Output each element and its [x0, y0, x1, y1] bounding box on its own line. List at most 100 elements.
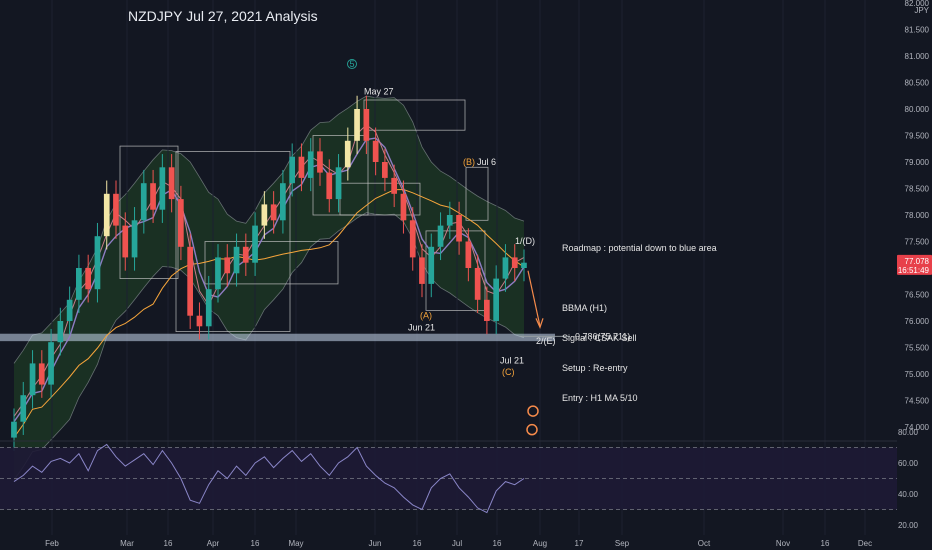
- price-tick-label: 75.500: [905, 344, 930, 353]
- candle-body: [168, 167, 175, 200]
- may27-label: May 27: [364, 87, 394, 97]
- waveC-label: (C): [502, 367, 515, 377]
- candle-body: [400, 193, 407, 221]
- rsi-tick-label: 20.00: [898, 521, 919, 530]
- candle-body: [493, 278, 499, 321]
- time-tick-label: 16: [164, 539, 173, 548]
- candle-body: [307, 151, 314, 178]
- price-badge-bg: [897, 254, 932, 275]
- time-tick-label: Nov: [776, 539, 790, 548]
- wave5-label: 5: [350, 59, 355, 69]
- note-line: Signal : CSAK Sell: [562, 333, 637, 343]
- candle-body: [48, 342, 54, 385]
- candle-body: [233, 246, 240, 274]
- candle-body: [38, 363, 45, 385]
- jul6-label: Jul 6: [477, 157, 496, 167]
- candle-body: [57, 321, 64, 343]
- price-tick-label: 80.500: [905, 79, 930, 88]
- event-icon: [526, 423, 538, 436]
- price-tick-label: 79.000: [905, 158, 930, 167]
- candle-body: [196, 315, 203, 327]
- fib-label: 0.786(75.711): [575, 331, 630, 341]
- time-tick-label: 16: [821, 539, 830, 548]
- range-box: [465, 166, 489, 221]
- time-tick-label: Aug: [533, 539, 547, 548]
- price-tick-label: 80.000: [905, 105, 930, 114]
- candle-body: [363, 109, 370, 141]
- time-axis: Feb Mar 16 Apr 16 May Jun 16 Jul 16 Aug 17 Sep Oct Nov…: [45, 539, 872, 548]
- candle-body: [242, 246, 249, 263]
- waveA-label: (A): [420, 310, 432, 320]
- candle-body: [502, 257, 509, 279]
- price-tick-label: 79.500: [905, 132, 930, 141]
- time-tick-label: Oct: [698, 539, 711, 548]
- rsi-panel: [0, 440, 897, 514]
- price-tick-label: 74.000: [905, 423, 930, 432]
- time-tick-label: 16: [493, 539, 502, 548]
- note-line: Roadmap : potential down to blue area: [562, 243, 717, 253]
- candle-body: [372, 140, 379, 162]
- candle-body: [29, 363, 36, 396]
- candle-body: [344, 140, 351, 168]
- candles: [11, 95, 544, 451]
- candle-body: [85, 268, 91, 290]
- jul21-label: Jul 21: [500, 355, 524, 365]
- candle-body: [113, 193, 119, 226]
- candle-body: [140, 183, 147, 221]
- roadmap-note: Roadmap : potential down to blue area BB…: [562, 223, 717, 413]
- candle-body: [298, 156, 305, 178]
- candle-body: [521, 262, 527, 268]
- grid-lines: [51, 0, 866, 535]
- candle-body: [335, 167, 342, 200]
- time-tick-label: May: [288, 539, 303, 548]
- candle-body: [456, 215, 462, 242]
- price-tick-label: 74.500: [905, 397, 930, 406]
- candle-body: [150, 183, 156, 210]
- candle-body: [11, 421, 17, 438]
- price-tick-label: 81.000: [905, 52, 930, 61]
- candle-body: [437, 225, 444, 247]
- candle-body: [484, 299, 490, 321]
- candle-body: [215, 257, 221, 290]
- candle-body: [205, 289, 212, 327]
- price-badge-countdown: 16:51:49: [898, 266, 930, 275]
- event-icon: [527, 405, 539, 417]
- candle-body: [419, 257, 425, 284]
- rsi-line: [13, 443, 525, 514]
- candle-body: [511, 257, 518, 268]
- time-tick-label: 17: [575, 539, 584, 548]
- time-tick-label: Feb: [45, 539, 59, 548]
- price-tick-label: 78.500: [905, 185, 930, 194]
- price-tick-label: 76.500: [905, 291, 930, 300]
- candle-body: [354, 109, 360, 141]
- price-tick-label: 81.500: [905, 26, 930, 35]
- candle-body: [187, 246, 193, 316]
- band-lower-line: [13, 212, 525, 481]
- price-tick-label: 77.500: [905, 238, 930, 247]
- note-line: Entry : H1 MA 5/10: [562, 393, 638, 403]
- range-box: [425, 230, 486, 311]
- price-tick-label: 78.000: [905, 211, 930, 220]
- note-line: Setup : Re-entry: [562, 363, 628, 373]
- candle-body: [122, 225, 129, 258]
- blue-support-zone: [0, 333, 570, 342]
- time-tick-label: Dec: [858, 539, 872, 548]
- price-badge-value: 77.078: [905, 257, 930, 266]
- candle-body: [474, 268, 481, 300]
- wave5-circle: [347, 59, 357, 69]
- candle-body: [178, 199, 184, 247]
- candle-body: [131, 220, 138, 258]
- wave2E-label: 2/(E): [536, 336, 556, 346]
- note-line: BBMA (H1): [562, 303, 608, 313]
- time-tick-label: Jun: [369, 539, 382, 548]
- candle-body: [446, 215, 453, 226]
- time-tick-label: Jul: [452, 539, 462, 548]
- ma-orange-line: [13, 188, 525, 438]
- candle-body: [103, 193, 110, 237]
- time-tick-label: Apr: [207, 539, 220, 548]
- time-tick-label: Sep: [615, 539, 630, 548]
- projection-arrow-head: [535, 318, 544, 330]
- waveB-label: (B): [463, 157, 475, 167]
